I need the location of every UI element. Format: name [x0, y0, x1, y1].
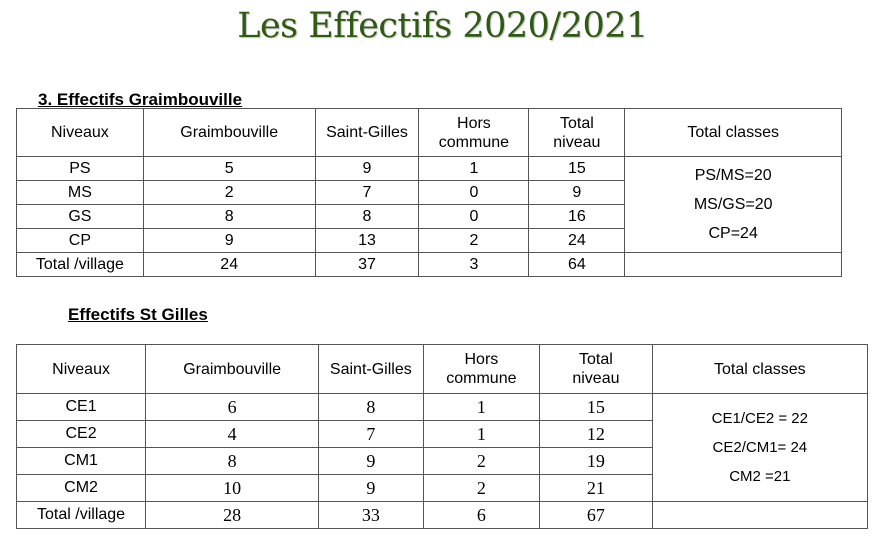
cell-level: Total /village — [15, 501, 147, 529]
cell-hors-commune: 0 — [418, 204, 530, 229]
class-total: MS/GS=20 — [693, 196, 773, 213]
table-row: CE2 4 7 1 12 — [15, 420, 868, 448]
cell-level: PS — [16, 156, 144, 181]
cell-level: CM1 — [15, 447, 147, 475]
cell-total-niveau: 64 — [528, 252, 626, 277]
cell-saint-gilles: 9 — [318, 447, 424, 475]
table-row: CP 9 13 2 24 — [16, 228, 842, 253]
cell-total-niveau: 24 — [528, 228, 626, 253]
cell-hors-commune: 2 — [422, 474, 541, 502]
table-row: PS 5 9 1 15 PS/MS=20 MS/GS=20 CP=24 — [16, 156, 842, 253]
cell-empty — [651, 501, 869, 529]
table-graimbouville: Niveaux Graimbouville Saint-Gilles Hors … — [16, 108, 842, 277]
cell-graimbouville: 2 — [142, 180, 316, 205]
class-total: PS/MS=20 — [694, 167, 772, 184]
header-niveaux: Niveaux — [15, 344, 147, 394]
cell-hors-commune: 6 — [422, 501, 541, 529]
cell-saint-gilles: 9 — [314, 156, 420, 181]
cell-total-niveau: 16 — [528, 204, 626, 229]
cell-saint-gilles: 33 — [318, 501, 424, 529]
cell-level: Total /village — [16, 252, 144, 277]
table-st-gilles: Niveaux Graimbouville Saint-Gilles Hors … — [15, 344, 869, 529]
cell-total-niveau: 9 — [528, 180, 626, 205]
table-row: MS 2 7 0 9 — [16, 180, 842, 205]
page-title: Les Effectifs 2020/2021 — [237, 6, 648, 46]
cell-graimbouville: 4 — [145, 420, 320, 448]
cell-hors-commune: 0 — [418, 180, 530, 205]
cell-total-niveau: 19 — [539, 447, 653, 475]
cell-saint-gilles: 7 — [314, 180, 420, 205]
class-total: CP=24 — [708, 225, 758, 242]
table-row: CE1 6 8 1 15 CE1/CE2 = 22 CE2/CM1= 24 CM… — [15, 393, 869, 502]
cell-hors-commune: 2 — [418, 228, 530, 253]
cell-saint-gilles: 8 — [318, 393, 424, 421]
cell-saint-gilles: 8 — [314, 204, 420, 229]
cell-level: CE1 — [15, 393, 147, 421]
section-title-graimbouville: 3. Effectifs Graimbouville — [38, 90, 243, 109]
cell-level: CP — [16, 228, 144, 253]
header-hors-commune: Hors commune — [422, 344, 541, 394]
cell-graimbouville: 9 — [142, 228, 316, 253]
header-graimbouville: Graimbouville — [145, 344, 320, 394]
total-classes-cell: CE1/CE2 = 22 CE2/CM1= 24 CM2 =21 — [651, 393, 869, 502]
cell-graimbouville: 28 — [145, 501, 320, 529]
header-graimbouville: Graimbouville — [142, 108, 316, 157]
cell-total-niveau: 15 — [539, 393, 653, 421]
table-total-row: Total /village 24 37 3 64 — [16, 252, 842, 277]
cell-empty — [624, 252, 842, 277]
table-total-row: Total /village 28 33 6 67 — [15, 501, 869, 529]
cell-hors-commune: 1 — [422, 420, 541, 448]
cell-total-niveau: 15 — [528, 156, 626, 181]
cell-level: CM2 — [15, 474, 147, 502]
cell-hors-commune: 1 — [422, 393, 541, 421]
class-total: CE2/CM1= 24 — [712, 439, 808, 456]
cell-level: MS — [16, 180, 144, 205]
cell-graimbouville: 24 — [142, 252, 316, 277]
cell-hors-commune: 1 — [418, 156, 530, 181]
cell-graimbouville: 6 — [145, 393, 320, 421]
table-row: CM2 10 9 2 21 — [15, 474, 868, 502]
cell-hors-commune: 2 — [422, 447, 541, 475]
table-header-row: Niveaux Graimbouville Saint-Gilles Hors … — [15, 344, 869, 394]
cell-level: GS — [16, 204, 144, 229]
cell-graimbouville: 10 — [145, 474, 320, 502]
cell-hors-commune: 3 — [418, 252, 530, 277]
cell-saint-gilles: 37 — [314, 252, 420, 277]
header-saint-gilles: Saint-Gilles — [318, 344, 424, 394]
cell-saint-gilles: 13 — [314, 228, 420, 253]
cell-saint-gilles: 9 — [318, 474, 424, 502]
cell-level: CE2 — [15, 420, 147, 448]
cell-graimbouville: 8 — [142, 204, 316, 229]
header-hors-commune: Hors commune — [418, 108, 530, 157]
header-total-niveau: Total niveau — [539, 344, 653, 394]
header-niveaux: Niveaux — [16, 108, 144, 157]
cell-graimbouville: 5 — [142, 156, 316, 181]
header-saint-gilles: Saint-Gilles — [314, 108, 420, 157]
header-total-classes: Total classes — [651, 344, 869, 394]
class-total: CM2 =21 — [729, 468, 791, 485]
section-title-st-gilles: Effectifs St Gilles — [68, 305, 208, 324]
header-total-classes: Total classes — [624, 108, 842, 157]
cell-total-niveau: 21 — [539, 474, 653, 502]
table-header-row: Niveaux Graimbouville Saint-Gilles Hors … — [16, 108, 842, 157]
cell-total-niveau: 12 — [539, 420, 653, 448]
cell-graimbouville: 8 — [145, 447, 320, 475]
total-classes-cell: PS/MS=20 MS/GS=20 CP=24 — [624, 156, 842, 253]
cell-total-niveau: 67 — [539, 501, 653, 529]
class-total: CE1/CE2 = 22 — [711, 410, 808, 427]
header-total-niveau: Total niveau — [528, 108, 626, 157]
table-row: CM1 8 9 2 19 — [15, 447, 868, 475]
cell-saint-gilles: 7 — [318, 420, 424, 448]
